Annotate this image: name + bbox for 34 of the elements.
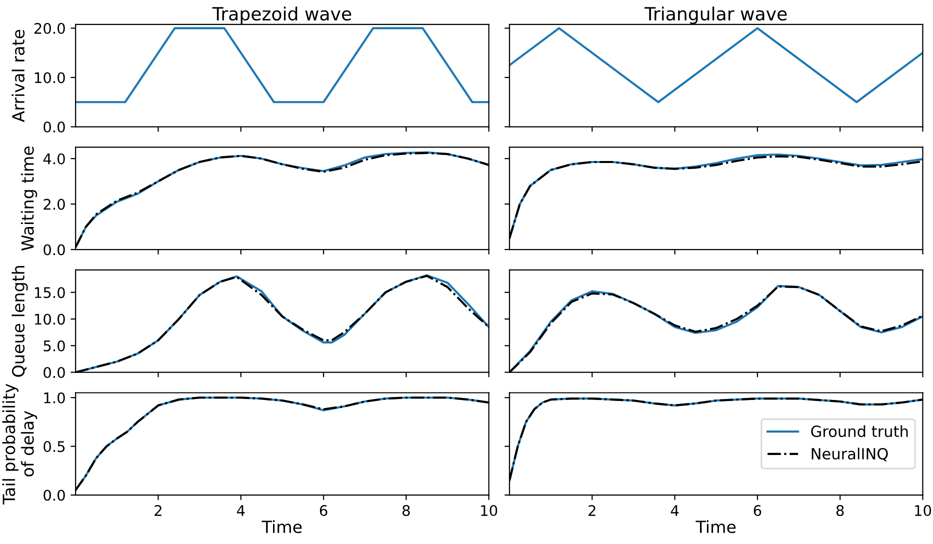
legend-label: Ground truth: [811, 425, 908, 438]
x-tick-label: 4: [670, 505, 679, 516]
x-tick-label: 2: [588, 505, 596, 516]
y-axis-title: Tail probability of delay: [2, 384, 38, 504]
y-tick-label: 0.5: [44, 441, 65, 452]
x-tick-label: 8: [402, 505, 410, 516]
x-tick-label: 10: [481, 505, 498, 516]
y-tick-label: 2.0: [44, 198, 65, 210]
x-tick-label: 6: [754, 505, 762, 516]
chart-title: Triangular wave: [644, 6, 787, 24]
x-tick-label: 8: [836, 505, 844, 516]
y-axis-title: Waiting time: [20, 146, 38, 251]
chart-title: Trapezoid wave: [212, 6, 352, 24]
x-axis-title: Time: [696, 520, 736, 534]
y-tick-label: 5.0: [44, 340, 65, 352]
y-tick-label: 0.0: [44, 244, 65, 256]
line-series: [76, 396, 489, 492]
y-tick-label: 0.0: [44, 121, 65, 133]
y-axis-title: Arrival rate: [12, 30, 25, 122]
y-axis-title: Queue length: [12, 266, 28, 377]
y-tick-label: 10.0: [34, 314, 65, 325]
y-tick-label: 10.0: [34, 72, 65, 84]
x-tick-label: 4: [236, 505, 245, 516]
legend-label: NeuralINQ: [812, 448, 888, 462]
x-axis-title: Time: [262, 520, 302, 534]
y-tick-label: 0.0: [44, 367, 65, 378]
y-tick-label: 20.0: [34, 22, 65, 34]
x-tick-label: 10: [915, 505, 932, 516]
y-tick-label: 15.0: [34, 287, 65, 298]
y-tick-label: 1.0: [44, 392, 65, 404]
y-tick-label: 4.0: [43, 153, 65, 164]
y-tick-label: 0.0: [44, 490, 65, 501]
x-tick-label: 2: [154, 505, 162, 516]
x-tick-label: 6: [320, 505, 328, 516]
